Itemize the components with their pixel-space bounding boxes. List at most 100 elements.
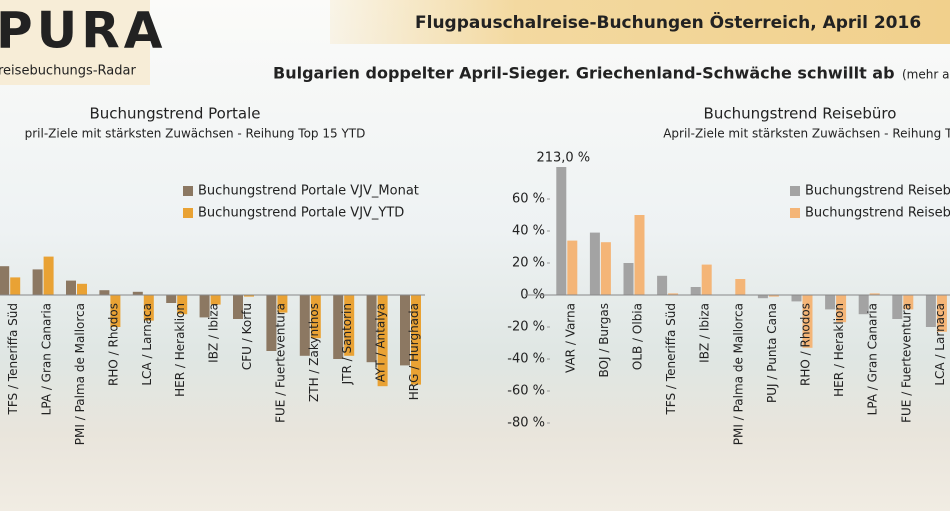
chart-title: Buchungstrend Portale — [90, 105, 261, 123]
bar — [177, 295, 188, 315]
bar — [210, 295, 221, 305]
bar — [600, 242, 611, 295]
bar — [589, 232, 600, 295]
bar — [791, 295, 802, 302]
bar — [32, 269, 43, 295]
bar — [310, 295, 321, 339]
headline: Bulgarien doppelter April-Sieger. Griech… — [273, 64, 895, 83]
bar — [903, 295, 914, 310]
bar — [99, 290, 110, 295]
logo: PURA — [0, 2, 166, 60]
bar — [869, 293, 880, 295]
bar — [244, 295, 254, 297]
x-tick-label: ZTH / Zakynthos — [307, 303, 321, 402]
x-tick-label: TFS / Teneriffa Süd — [664, 303, 678, 416]
bar — [757, 295, 768, 299]
bar — [43, 256, 54, 295]
legend-label: Buchungstrend Reisebü — [805, 206, 950, 221]
x-tick-label: VAR / Varna — [563, 303, 577, 373]
bar — [66, 280, 76, 295]
chart-subtitle: April-Ziele mit stärksten Zuwächsen - Re… — [663, 127, 950, 141]
bar — [825, 295, 836, 310]
bar — [10, 277, 21, 295]
legend-swatch — [183, 208, 193, 218]
bar — [77, 283, 87, 295]
bar — [802, 295, 813, 348]
x-tick-label: FUE / Fuerteventura — [899, 303, 913, 423]
bar — [366, 295, 377, 363]
bar — [735, 279, 746, 295]
x-tick-label: HER / Heraklion — [832, 303, 846, 397]
bar — [858, 295, 869, 315]
bar — [266, 295, 277, 351]
bar — [110, 295, 121, 327]
x-tick-label: PUJ / Punta Cana — [765, 303, 779, 403]
bar — [400, 295, 410, 366]
y-tick-label: 60 % — [512, 192, 545, 207]
x-tick-label: BOJ / Burgas — [597, 303, 611, 377]
x-tick-label: FUE / Fuerteventura — [273, 303, 287, 423]
tagline: reisebuchungs-Radar — [0, 64, 136, 79]
x-tick-label: LPA / Gran Canaria — [866, 303, 880, 415]
x-tick-label: HER / Heraklion — [173, 303, 187, 397]
bar — [936, 295, 947, 332]
bar — [556, 167, 567, 295]
bar — [657, 275, 668, 295]
bar — [892, 295, 903, 319]
x-tick-label: PMI / Palma de Mallorca — [731, 303, 745, 445]
bar — [567, 240, 578, 295]
x-tick-label: RHO / Rhodos — [106, 303, 120, 386]
x-tick-label: JTR / Santorin — [340, 303, 354, 385]
title-band — [330, 0, 950, 44]
bar — [836, 295, 847, 323]
bar — [333, 295, 344, 359]
value-label: 213,0 % — [536, 151, 590, 166]
bar — [690, 287, 701, 295]
headline-more: (mehr a — [902, 68, 949, 82]
bar — [199, 295, 210, 318]
y-tick-label: -80 % — [507, 416, 545, 431]
x-tick-label: IBZ / Ibiza — [698, 303, 712, 363]
bar — [377, 295, 388, 387]
x-tick-label: OLB / Olbia — [631, 303, 645, 370]
y-tick-label: -40 % — [507, 352, 545, 367]
legend-label: Buchungstrend Portale VJV_Monat — [198, 184, 419, 199]
x-tick-label: LCA / Larnaca — [933, 303, 947, 386]
legend-swatch — [790, 186, 800, 196]
x-tick-label: RHO / Rhodos — [799, 303, 813, 386]
bar — [233, 295, 243, 319]
legend-swatch — [183, 186, 193, 196]
x-tick-label: TFS / Teneriffa Süd — [6, 303, 20, 416]
bar — [299, 295, 310, 356]
logo-box — [0, 0, 150, 85]
bar — [634, 215, 645, 295]
bar — [143, 295, 154, 321]
x-tick-label: IBZ / Ibiza — [207, 303, 221, 363]
x-tick-label: LPA / Gran Canaria — [40, 303, 54, 415]
y-tick-label: -20 % — [507, 320, 545, 335]
chart-subtitle: pril-Ziele mit stärksten Zuwächsen - Rei… — [25, 127, 366, 141]
bar — [701, 264, 712, 295]
bar — [668, 293, 679, 295]
bar — [925, 295, 936, 327]
x-tick-label: CFU / Korfu — [240, 303, 254, 370]
bar — [768, 295, 779, 297]
bar — [166, 295, 177, 303]
y-tick-label: -60 % — [507, 384, 545, 399]
bar — [132, 291, 143, 295]
x-tick-label: PMI / Palma de Mallorca — [73, 303, 87, 445]
legend-label: Buchungstrend Reisebü — [805, 184, 950, 199]
legend-swatch — [790, 208, 800, 218]
bar — [277, 295, 288, 313]
x-tick-label: HRG / Hurghada — [407, 303, 421, 400]
bar — [623, 263, 634, 295]
legend-label: Buchungstrend Portale VJV_YTD — [198, 206, 404, 221]
x-tick-label: LCA / Larnaca — [140, 303, 154, 386]
y-tick-label: 20 % — [512, 256, 545, 271]
y-tick-label: 40 % — [512, 224, 545, 239]
chart-title: Buchungstrend Reisebüro — [704, 105, 897, 123]
bar — [411, 295, 421, 385]
page-title: Flugpauschalreise-Buchungen Österreich, … — [415, 11, 921, 33]
